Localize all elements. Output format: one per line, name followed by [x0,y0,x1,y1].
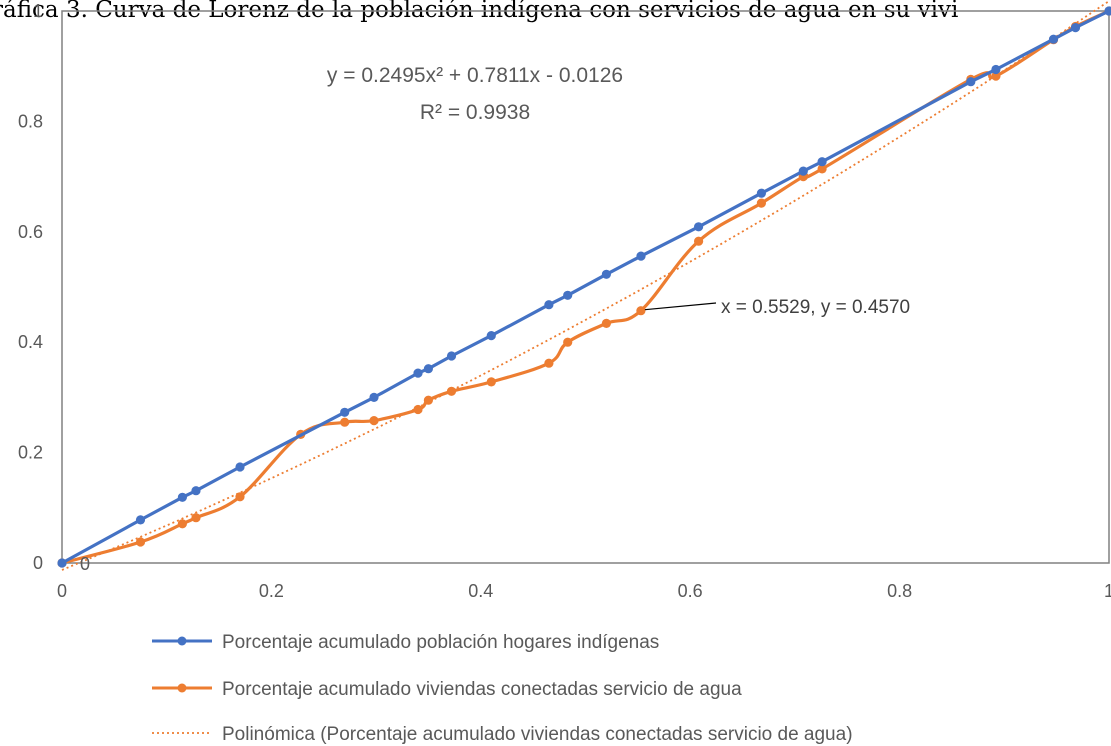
x-tick-label: 1 [1104,581,1111,601]
data-point [694,222,704,232]
data-point [177,519,187,529]
data-point [486,331,496,341]
data-point [135,515,146,525]
data-point [966,77,976,87]
data-point [544,358,554,368]
x-tick-label: 0.4 [468,581,493,601]
data-point [601,318,612,328]
data-point [191,486,201,496]
data-point [423,364,433,374]
legend-label-poblacion: Porcentaje acumulado población hogares i… [222,632,659,653]
y-tick-label: 0 [33,553,43,573]
legend-label-viviendas: Porcentaje acumulado viviendas conectada… [222,679,742,700]
data-point [340,407,350,417]
data-point [1048,34,1059,44]
point-annotation: x = 0.5529, y = 0.4570 [721,297,910,318]
series-poblacion-line [61,9,1110,565]
data-point [446,386,457,396]
data-point [817,157,827,167]
y-tick-label: 0.4 [18,332,43,352]
legend-marker-poblacion [177,636,187,646]
data-point [636,251,646,261]
origin-label: 0 [80,554,90,574]
data-point [601,269,612,279]
legend-marker-viviendas [177,683,187,693]
series-poblacion [57,6,1111,568]
series-layer [57,6,1111,568]
x-axis: 0 0.2 0.4 0.6 0.8 1 [57,581,1111,601]
data-point [191,513,201,523]
data-point [423,395,433,405]
data-point [369,416,379,426]
data-point [340,417,350,427]
data-point [694,236,704,246]
x-tick-label: 0 [57,581,67,601]
data-point [369,392,379,402]
y-tick-label: 0.8 [18,111,43,131]
data-point [563,290,573,300]
data-point [413,368,423,378]
data-point [177,492,187,502]
trendline-equation: y = 0.2495x² + 0.7811x - 0.0126 [327,64,623,87]
legend-label-trendline: Polinómica (Porcentaje acumulado viviend… [222,724,853,745]
data-point [636,306,646,316]
y-tick-label: 0.6 [18,222,43,242]
data-point [57,558,67,568]
data-point [446,351,457,361]
legend: Porcentaje acumulado población hogares i… [152,632,853,745]
trendline-r-squared: R² = 0.9938 [420,101,530,124]
data-point [235,462,245,472]
data-point [756,188,767,198]
x-tick-label: 0.6 [678,581,703,601]
annotation-leader-line [644,302,717,311]
data-point [798,166,808,176]
data-point [1070,23,1081,33]
x-tick-label: 0.2 [259,581,284,601]
data-point [544,300,554,310]
data-point [135,537,146,547]
data-point [486,377,496,387]
data-point [756,198,767,208]
data-point [817,164,827,174]
y-tick-label: 1 [33,1,43,21]
data-point [413,404,423,415]
data-point [235,492,245,502]
data-point [991,64,1001,75]
data-point [991,71,1001,81]
x-tick-label: 0.8 [887,581,912,601]
data-point [1104,6,1111,16]
data-point [563,337,573,347]
y-tick-label: 0.2 [18,443,43,463]
y-axis: 0 0.2 0.4 0.6 0.8 1 [18,1,43,573]
plot-area [61,10,1110,564]
